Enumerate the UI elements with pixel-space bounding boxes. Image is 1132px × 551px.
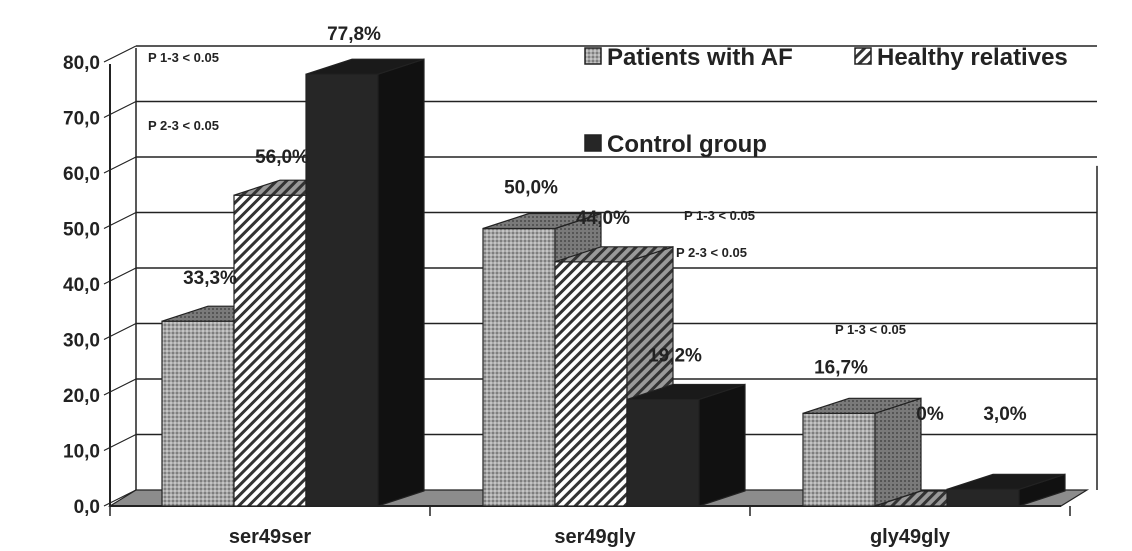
legend-label-control: Control group [607, 131, 767, 158]
y-tick-mark [103, 378, 137, 396]
bar-ser49ser-control-group-side [377, 58, 425, 507]
bar-gly49gly-control-group-label: 3,0% [983, 404, 1026, 425]
bar-ser49gly-control-group-top [626, 383, 746, 401]
y-tick-mark [103, 211, 137, 230]
y-tick-label: 80,0 [63, 53, 100, 74]
category-label-ser49ser: ser49ser [229, 526, 312, 548]
bar-gly49gly-patients-with-af-front [802, 412, 876, 507]
legend-swatch-control [584, 134, 602, 152]
bar-gly49gly-patients-with-af-top [802, 397, 922, 414]
legend-label-patients: Patients with AF [607, 44, 793, 71]
bar-gly49gly-healthy-relatives-label: 0% [916, 404, 944, 425]
bar-ser49gly-control-group-label: 19,2% [648, 345, 702, 366]
category-label-ser49gly: ser49gly [554, 526, 636, 548]
bar-ser49gly-control-group-side [698, 383, 746, 507]
bar-ser49ser-patients-with-af-label: 33,3% [183, 268, 237, 289]
category-labels: ser49ser ser49gly gly49gly [229, 526, 951, 548]
category-label-gly49gly: gly49gly [870, 526, 951, 548]
annotation-ser49ser-0: P 1-3 < 0.05 [148, 50, 219, 65]
bar-ser49gly-healthy-relatives-label: 44,0% [576, 208, 630, 229]
y-tick-label: 30,0 [63, 331, 100, 352]
legend-label-relatives: Healthy relatives [877, 44, 1068, 71]
data-labels: 33,3% 56,0% 77,8% 50,0% 44,0% 19,2% 16,7% 0% 3,0… [183, 24, 1027, 425]
bars [161, 58, 1066, 507]
annotations: P 1-3 < 0.05 P 2-3 < 0.05 P 1-3 < 0.05 P 2-… [148, 50, 906, 337]
annotation-ser49gly-0: P 1-3 < 0.05 [684, 208, 755, 223]
legend-swatch-patients [584, 47, 602, 65]
bar-gly49gly-patients-with-af-label: 16,7% [814, 357, 868, 378]
bar-ser49gly-patients-with-af-front [482, 227, 556, 507]
y-tick-label: 40,0 [63, 275, 100, 296]
bar-ser49gly-patients-with-af-label: 50,0% [504, 178, 558, 199]
y-tick-mark [103, 156, 137, 174]
bar-gly49gly-control-group-top [946, 473, 1066, 490]
y-tick-mark [103, 100, 137, 119]
y-tick-mark [103, 45, 137, 63]
annotation-ser49gly-1: P 2-3 < 0.05 [676, 245, 747, 260]
y-tick-label: 20,0 [63, 386, 100, 407]
bar-ser49ser-patients-with-af-front [161, 320, 235, 507]
bar-ser49ser-control-group-top [305, 58, 425, 75]
bar-ser49gly-control-group-front [626, 398, 700, 507]
y-tick-label: 50,0 [63, 220, 100, 241]
bar-ser49ser-healthy-relatives-front [233, 194, 307, 507]
y-tick-label: 10,0 [63, 442, 100, 463]
bar-ser49ser-control-group-label: 77,8% [327, 24, 381, 45]
bar-gly49gly-patients-with-af-side [874, 397, 922, 507]
y-tick-label: 70,0 [63, 109, 100, 130]
y-tick-label: 0,0 [74, 497, 100, 518]
legend: Patients with AF Healthy relatives Contr… [584, 44, 1068, 158]
y-axis: 0,0 10,0 20,0 30,0 40,0 50,0 60,0 70,0 80,0 [63, 45, 137, 518]
legend-swatch-relatives [854, 47, 872, 65]
annotation-ser49ser-1: P 2-3 < 0.05 [148, 118, 219, 133]
bar-ser49ser-healthy-relatives-label: 56,0% [255, 147, 309, 168]
annotation-gly49gly-0: P 1-3 < 0.05 [835, 322, 906, 337]
y-tick-mark [103, 322, 137, 341]
bar-ser49gly-healthy-relatives-front [554, 261, 628, 507]
y-tick-mark [103, 433, 137, 452]
y-tick-mark [103, 267, 137, 285]
bar-ser49gly-healthy-relatives-top [554, 246, 674, 263]
bar-ser49gly-patients-with-af-top [482, 212, 602, 230]
bar-gly49gly-control-group-front [946, 488, 1020, 507]
y-tick-label: 60,0 [63, 164, 100, 185]
bar-ser49ser-control-group-front [305, 73, 379, 507]
